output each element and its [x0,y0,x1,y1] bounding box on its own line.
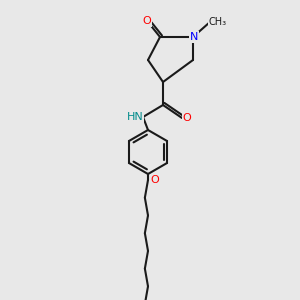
Text: O: O [151,175,159,185]
Text: N: N [190,32,198,42]
Text: O: O [142,16,152,26]
Text: HN: HN [127,112,143,122]
Text: O: O [183,113,191,123]
Text: CH₃: CH₃ [209,17,227,27]
